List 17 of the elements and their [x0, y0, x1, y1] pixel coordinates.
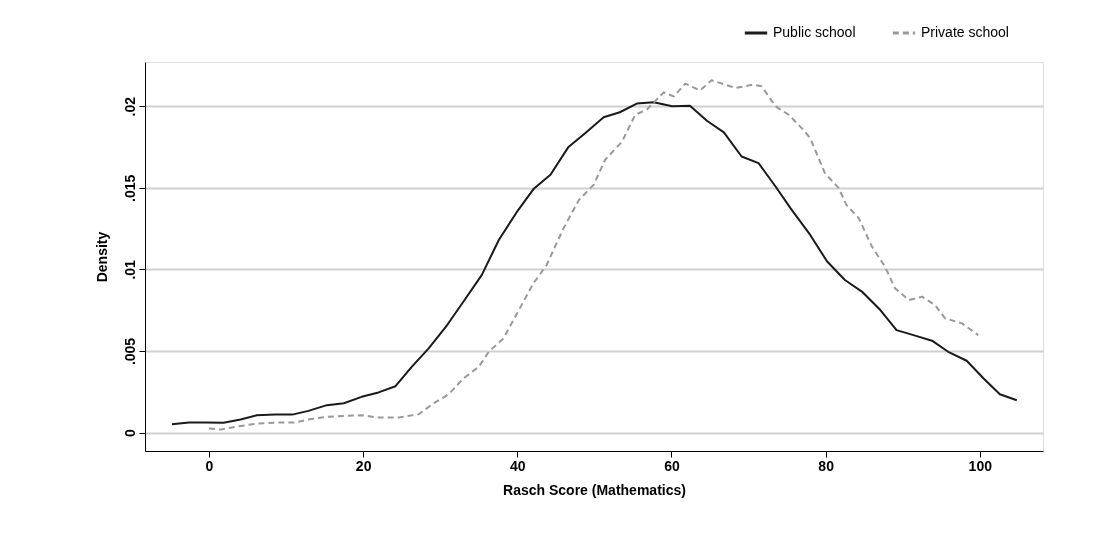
y-tick-label: .02 — [121, 96, 138, 117]
x-tick-label: 0 — [205, 457, 214, 474]
y-tick-label: .01 — [121, 259, 138, 280]
y-tick-label: 0 — [121, 428, 138, 437]
line-series — [170, 101, 1018, 426]
x-tick-label: 60 — [664, 457, 680, 474]
x-tick-label: 40 — [510, 457, 526, 474]
y-tick-label: .015 — [121, 174, 138, 202]
x-axis-title: Rasch Score (Mathematics) — [503, 481, 686, 498]
y-tick-label: .005 — [121, 337, 138, 366]
legend-label: Public school — [773, 24, 856, 40]
x-tick-label: 100 — [968, 457, 993, 474]
line-series — [207, 79, 980, 431]
legend-label: Private school — [921, 24, 1009, 40]
y-axis-title: Density — [93, 231, 110, 283]
x-tick-label: 80 — [818, 457, 835, 474]
x-tick-label: 20 — [355, 457, 372, 474]
